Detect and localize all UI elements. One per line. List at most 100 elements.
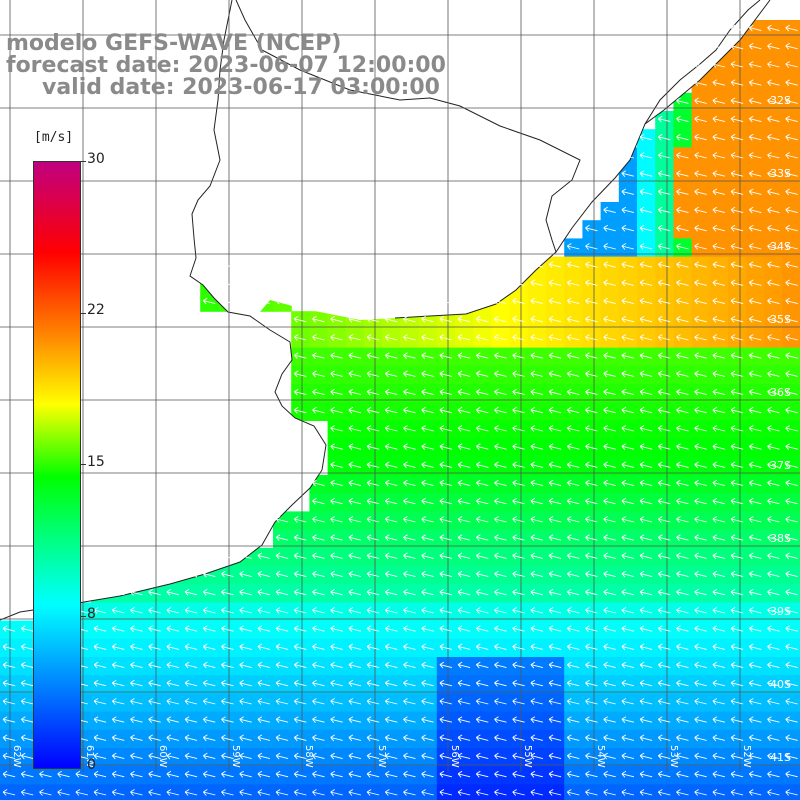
wind-arrow (785, 133, 798, 141)
wind-arrow (166, 570, 180, 578)
wind-arrow (530, 461, 544, 469)
wind-arrow (2, 789, 16, 796)
wind-arrow (348, 716, 362, 723)
wind-arrow (403, 516, 416, 523)
wind-arrow (657, 115, 671, 123)
wind-arrow (257, 261, 271, 268)
wind-arrow (603, 297, 616, 305)
colorbar-tick-mark (80, 616, 86, 617)
wind-arrow (366, 607, 380, 614)
wind-arrow (603, 224, 616, 232)
wind-arrow (384, 534, 398, 541)
wind-arrow (239, 625, 252, 632)
wind-arrow (621, 152, 635, 159)
wind-arrow (603, 625, 616, 632)
wind-cell (673, 784, 693, 800)
latitude-label: 39S (770, 605, 791, 618)
wind-arrow (366, 716, 380, 723)
wind-arrow (603, 279, 616, 287)
wind-arrow (312, 752, 325, 760)
wind-arrow (712, 425, 726, 432)
wind-arrow (148, 661, 161, 669)
wind-arrow (785, 534, 798, 541)
wind-arrow (330, 516, 343, 523)
wind-arrow (184, 679, 198, 687)
wind-arrow (239, 643, 252, 651)
wind-arrow (384, 679, 398, 687)
wind-arrow (275, 734, 289, 742)
wind-arrow (585, 279, 598, 287)
wind-arrow (93, 789, 107, 796)
wind-arrow (639, 261, 653, 268)
wind-arrow (475, 425, 489, 432)
lat-lon-grid (0, 0, 800, 772)
wind-arrow (293, 315, 307, 323)
wind-arrow (348, 370, 362, 378)
wind-arrow (184, 661, 198, 669)
wind-arrow (512, 716, 525, 723)
wind-arrow (657, 479, 671, 487)
wind-arrow (585, 752, 598, 760)
wind-arrow (366, 734, 380, 742)
wind-arrow (494, 789, 507, 796)
wind-arrow (657, 716, 671, 723)
wind-arrow (421, 516, 434, 523)
wind-arrow (494, 534, 507, 541)
wind-arrow (257, 679, 271, 687)
wind-arrow (93, 698, 107, 705)
wind-arrow (585, 734, 598, 742)
wind-arrow (439, 388, 453, 396)
wind-arrow (748, 588, 762, 596)
wind-arrow (785, 716, 798, 723)
wind-arrow (730, 97, 744, 105)
wind-arrow (366, 370, 380, 378)
wind-arrow (275, 552, 289, 560)
wind-arrow (20, 770, 34, 778)
wind-arrow (512, 752, 525, 760)
wind-arrow (676, 206, 689, 214)
wind-arrow (166, 661, 180, 669)
latitude-label: 32S (770, 94, 791, 107)
wind-arrow (330, 334, 343, 341)
wind-arrow (585, 516, 598, 523)
wind-arrow (712, 625, 726, 632)
wind-arrow (130, 607, 143, 614)
wind-arrow (621, 607, 635, 614)
wind-arrow (184, 716, 198, 723)
wind-arrow (694, 789, 707, 796)
wind-arrow (494, 734, 507, 742)
wind-arrow (603, 516, 616, 523)
wind-arrow (184, 607, 198, 614)
wind-arrow (621, 716, 635, 723)
wind-arrow (767, 170, 780, 177)
wind-arrow (712, 188, 726, 196)
wind-arrow (603, 370, 616, 378)
wind-arrow (767, 334, 780, 341)
wind-arrow (384, 334, 398, 341)
wind-arrow (694, 752, 707, 760)
wind-arrow (566, 243, 580, 250)
wind-arrow (494, 607, 507, 614)
wind-arrow (421, 770, 434, 778)
wind-arrow (20, 716, 34, 723)
wind-arrow (457, 315, 471, 323)
wind-arrow (566, 716, 580, 723)
wind-arrow (694, 770, 707, 778)
wind-arrow (712, 716, 726, 723)
wind-arrow (512, 552, 525, 560)
latitude-label: 33S (770, 167, 791, 180)
wind-arrow (694, 588, 707, 596)
wind-arrow (748, 152, 762, 159)
wind-arrow (403, 570, 416, 578)
wind-arrow (712, 570, 726, 578)
wind-arrow (676, 388, 689, 396)
wind-arrow (293, 406, 307, 414)
wind-arrow (512, 425, 525, 432)
wind-arrow (439, 497, 453, 505)
wind-arrow (384, 388, 398, 396)
wind-arrow (748, 516, 762, 523)
wind-arrow (421, 406, 434, 414)
longitude-label: 52W (741, 745, 752, 768)
wind-arrow (202, 770, 216, 778)
wind-cell (637, 784, 656, 800)
